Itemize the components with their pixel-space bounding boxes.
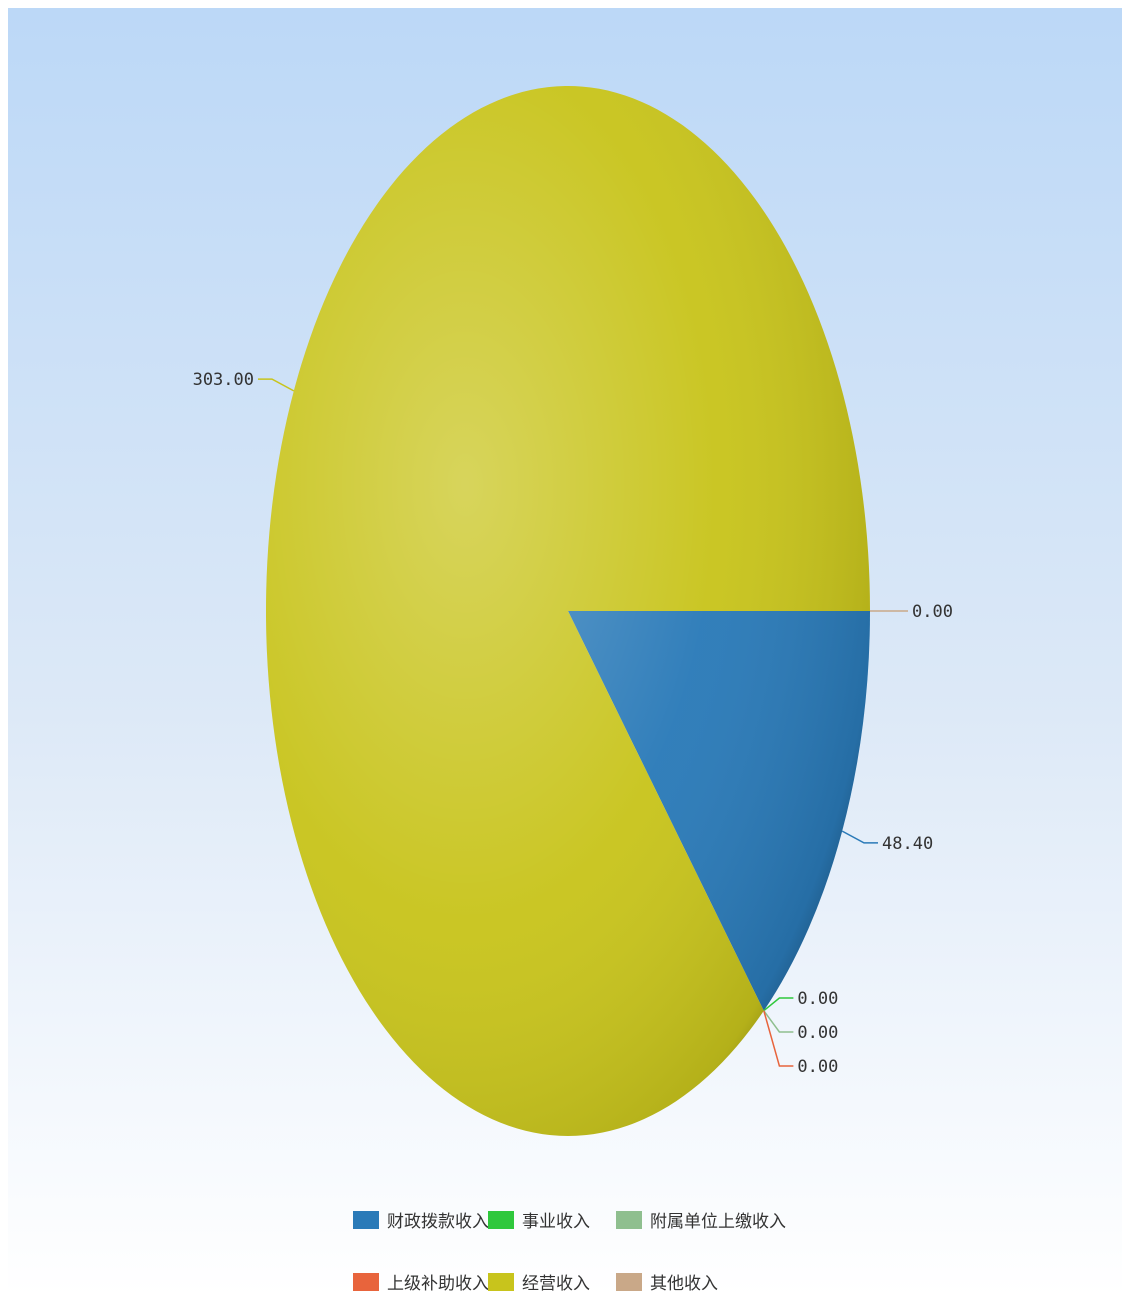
legend-item-0[interactable]: 财政拨款收入 (353, 1211, 489, 1232)
data-label-2: 0.00 (797, 1023, 838, 1043)
legend-label-2: 附属单位上缴收入 (650, 1212, 786, 1232)
legend-label-5: 其他收入 (650, 1274, 718, 1294)
legend-swatch-3 (353, 1273, 379, 1291)
data-label-5: 0.00 (912, 602, 953, 622)
legend-item-5[interactable]: 其他收入 (616, 1273, 718, 1294)
legend-label-1: 事业收入 (522, 1212, 590, 1232)
legend-item-2[interactable]: 附属单位上缴收入 (616, 1211, 786, 1232)
data-label-4: 303.00 (193, 370, 254, 390)
legend-swatch-1 (488, 1211, 514, 1229)
data-label-1: 0.00 (797, 989, 838, 1009)
leader-line-3 (763, 1010, 794, 1067)
legend-item-1[interactable]: 事业收入 (488, 1211, 590, 1232)
leader-line-1 (763, 997, 794, 1012)
data-label-0: 48.40 (882, 834, 933, 854)
legend-label-0: 财政拨款收入 (387, 1212, 489, 1232)
data-labels: 48.40 0.00 0.00 0.00 303.00 0.00 (193, 370, 953, 1077)
leader-line-2 (763, 1010, 794, 1033)
legend-swatch-2 (616, 1211, 642, 1229)
pie-slices (265, 85, 871, 1136)
legend-item-3[interactable]: 上级补助收入 (353, 1273, 489, 1294)
legend-swatch-0 (353, 1211, 379, 1229)
pie-chart-svg: 48.40 0.00 0.00 0.00 303.00 0.00 财政拨款收入 事业收入 附属… (193, 85, 953, 1294)
leader-line-4 (258, 378, 295, 392)
legend-swatch-4 (488, 1273, 514, 1291)
legend-swatch-5 (616, 1273, 642, 1291)
data-label-3: 0.00 (797, 1057, 838, 1077)
legend-item-4[interactable]: 经营收入 (488, 1273, 590, 1294)
pie-chart: 48.40 0.00 0.00 0.00 303.00 0.00 财政拨款收入 事业收入 附属… (8, 8, 1122, 1296)
legend-label-4: 经营收入 (522, 1274, 590, 1294)
leader-line-0 (841, 830, 878, 844)
legend-label-3: 上级补助收入 (387, 1274, 489, 1294)
